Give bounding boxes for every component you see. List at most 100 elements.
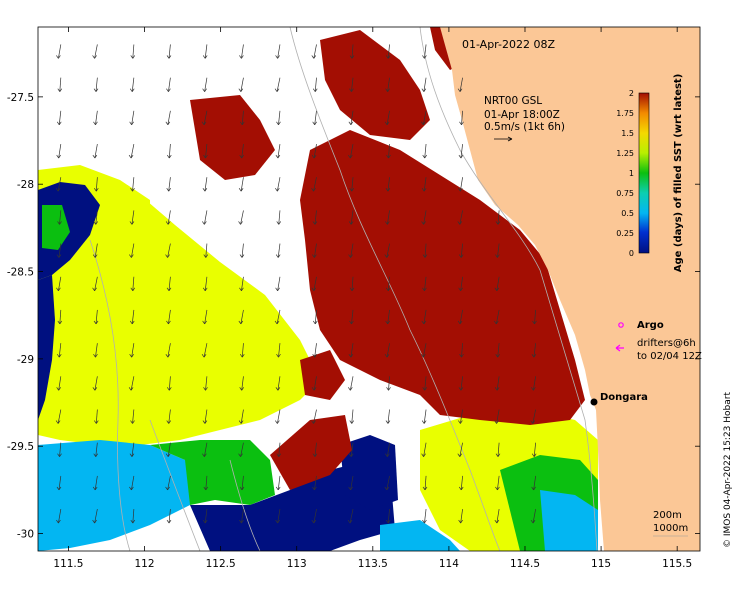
- current-arrow: [129, 210, 135, 225]
- current-arrow: [495, 210, 501, 225]
- current-arrow: [201, 110, 208, 126]
- current-arrow: [385, 77, 390, 92]
- current-arrow: [459, 110, 464, 126]
- current-arrow: [166, 177, 172, 192]
- current-arrow: [92, 44, 98, 59]
- current-vectors: [55, 44, 537, 524]
- current-arrow: [129, 343, 135, 358]
- colorbar-tick-label: 1.25: [616, 149, 634, 158]
- red-patch-north: [320, 30, 430, 140]
- green-patch-south: [150, 440, 275, 505]
- current-arrow: [129, 442, 135, 457]
- current-arrow: [421, 77, 427, 92]
- current-arrow: [93, 210, 99, 225]
- x-tick-label: 112: [135, 558, 155, 570]
- current-arrow: [165, 243, 171, 258]
- navy-patch-south-central: [340, 435, 398, 510]
- y-axis-ticks: -27.5 -28 -28.5 -29 -29.5 -30: [7, 92, 700, 541]
- current-arrow: [348, 110, 354, 126]
- current-arrow: [276, 442, 282, 457]
- current-arrow: [422, 509, 427, 524]
- red-patch-central: [300, 130, 585, 425]
- cyan-patch-south-central: [380, 520, 460, 551]
- current-arrow: [92, 143, 98, 159]
- current-arrow: [385, 309, 390, 325]
- map-title: 01-Apr-2022 08Z: [462, 38, 556, 51]
- current-arrow: [92, 475, 98, 491]
- current-arrow: [275, 509, 281, 524]
- current-arrow: [166, 77, 171, 92]
- credit-text: © IMOS 04-Apr-2022 15:23 Hobart: [723, 392, 733, 548]
- current-arrow: [531, 376, 536, 391]
- current-arrow: [202, 442, 208, 457]
- current-arrow: [457, 210, 463, 225]
- x-tick-label: 114: [439, 558, 459, 570]
- current-arrow: [130, 276, 136, 291]
- land-western-australia: [440, 27, 700, 551]
- current-arrow: [57, 309, 63, 325]
- colorbar-tick-label: 1.5: [621, 129, 634, 138]
- current-arrow: [531, 475, 536, 491]
- current-arrow: [128, 376, 135, 391]
- current-arrow: [129, 243, 135, 258]
- current-arrow: [56, 44, 62, 59]
- current-arrow: [459, 343, 464, 358]
- current-arrow: [458, 276, 463, 291]
- current-arrow: [166, 409, 172, 424]
- current-arrow: [422, 376, 428, 391]
- current-arrow: [312, 343, 317, 358]
- drifter-marker-icon: [615, 344, 624, 352]
- current-arrow: [495, 442, 501, 457]
- current-arrow: [385, 177, 391, 192]
- isobath-line-4: [229, 459, 261, 552]
- current-arrow: [422, 276, 427, 291]
- dongara-marker-icon: [590, 398, 598, 406]
- yellow-patch-west: [38, 185, 320, 445]
- current-arrow: [348, 243, 354, 258]
- current-arrow: [202, 509, 208, 524]
- current-arrow: [56, 243, 62, 258]
- current-arrow: [275, 177, 281, 192]
- isobath-label-1000m: 1000m: [653, 523, 688, 534]
- colorbar-gradient: [638, 92, 650, 254]
- colorbar-tick-label: 0.75: [616, 189, 634, 198]
- x-tick-label: 111.5: [53, 558, 83, 570]
- colorbar-tick-label: 0.25: [616, 229, 634, 238]
- x-tick-label: 115.5: [662, 558, 692, 570]
- current-arrow: [385, 210, 390, 225]
- current-arrow: [239, 376, 244, 391]
- current-arrow: [93, 442, 99, 457]
- x-tick-label: 113.5: [358, 558, 388, 570]
- current-arrow: [239, 143, 244, 159]
- map-frame: [37, 26, 701, 552]
- colorbar-tick-label: 1.75: [616, 109, 634, 118]
- current-arrow: [274, 309, 281, 325]
- current-arrow: [55, 177, 62, 192]
- current-arrow: [495, 475, 500, 491]
- argo-marker-icon: [618, 322, 624, 328]
- current-arrow: [311, 143, 317, 159]
- current-arrow: [93, 343, 98, 358]
- colorbar-tick-label: 0: [629, 249, 634, 258]
- current-arrow: [349, 409, 355, 424]
- current-arrow: [239, 276, 244, 291]
- current-arrow: [92, 509, 98, 524]
- isobath-label-200m: 200m: [653, 510, 682, 521]
- current-arrow: [386, 144, 391, 159]
- colorbar: 0 0.25 0.5 0.75 1 1.25 1.5 1.75 2 Age (days) of …: [616, 74, 684, 273]
- current-arrow: [458, 376, 464, 391]
- navy-strip-west: [38, 275, 55, 420]
- current-arrow: [130, 177, 135, 192]
- current-arrow: [130, 509, 136, 524]
- current-arrow: [495, 243, 500, 258]
- current-arrow: [348, 376, 354, 391]
- current-arrow: [458, 177, 463, 192]
- isobath-line-1: [419, 26, 598, 552]
- y-tick-label: -30: [17, 529, 34, 541]
- current-arrow: [239, 509, 244, 524]
- current-arrow: [94, 177, 99, 192]
- place-dongara: Dongara: [590, 392, 648, 406]
- current-arrow: [93, 110, 98, 126]
- y-tick-label: -28: [17, 179, 34, 191]
